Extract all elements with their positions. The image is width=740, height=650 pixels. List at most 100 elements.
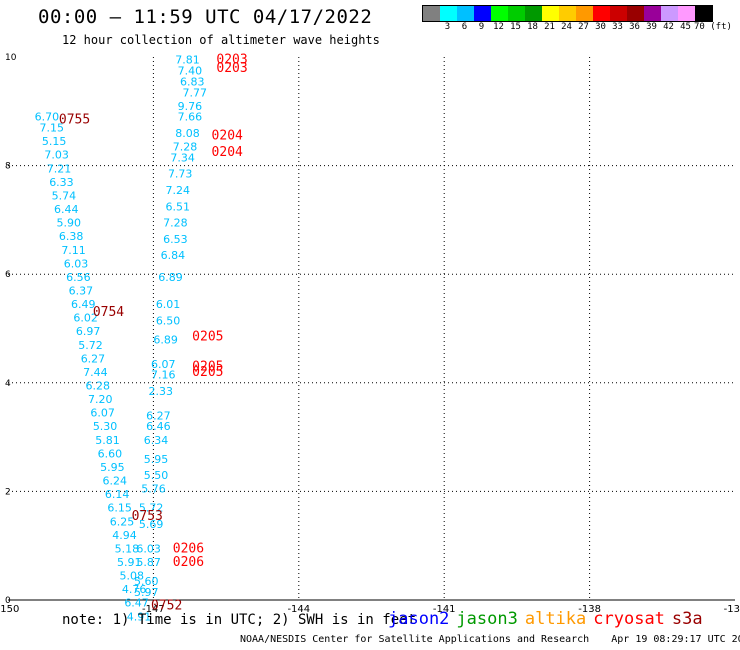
swh-data-label: 6.07: [151, 358, 176, 371]
swh-data-label: 6.44: [54, 203, 79, 216]
swh-data-label: 7.15: [40, 122, 65, 135]
swh-data-label: 6.25: [110, 515, 135, 528]
colorbar-swatch: [610, 6, 627, 21]
swh-data-label: 7.11: [61, 244, 86, 257]
swh-data-label: 5.95: [100, 461, 125, 474]
swh-data-label: 6.03: [64, 257, 88, 270]
swh-data-label: 6.34: [144, 434, 169, 447]
x-tick-label: -144: [287, 604, 310, 615]
footer: NOAA/NESDIS Center for Satellite Applica…: [240, 634, 740, 645]
colorbar-swatch: [627, 6, 644, 21]
pass-time-label: 0203: [216, 53, 247, 68]
swh-data-label: 4.91: [127, 610, 152, 623]
colorbar-swatch: [474, 6, 491, 21]
pass-time-label: 0754: [93, 305, 124, 320]
legend-entry-s3a: s3a: [671, 609, 703, 629]
swh-data-label: 6.89: [153, 333, 178, 346]
x-tick-label: -135: [724, 604, 740, 615]
swh-data-label: 5.72: [78, 339, 103, 352]
colorbar-label: 15: [510, 22, 521, 32]
y-tick-label: 2: [5, 487, 11, 497]
swh-data-label: 7.03: [44, 149, 69, 162]
colorbar-swatch: [644, 6, 661, 21]
swh-data-label: 6.27: [146, 409, 171, 422]
colorbar-swatch: [542, 6, 559, 21]
pass-time-label: 0203: [216, 61, 247, 76]
swh-data-label: 9.76: [178, 100, 203, 113]
colorbar-label: 3: [444, 22, 451, 32]
x-tick-label: -147: [142, 604, 165, 615]
colorbar-swatch: [661, 6, 678, 21]
colorbar-label: 30: [595, 22, 606, 32]
swh-data-label: 6.27: [81, 352, 106, 365]
swh-data-label: 7.77: [182, 86, 207, 99]
swh-data-label: 6.84: [161, 249, 186, 262]
y-tick-label: 10: [5, 53, 17, 63]
swh-data-label: 7.21: [47, 162, 71, 175]
swh-data-label: 6.38: [59, 230, 84, 243]
colorbar-swatch: [423, 6, 440, 21]
swh-data-label: 6.70: [35, 111, 60, 124]
chart-title: 00:00 – 11:59 UTC 04/17/2022: [38, 6, 373, 28]
swh-data-label: 5.97: [134, 586, 159, 599]
colorbar-swatch: [508, 6, 525, 21]
swh-data-label: 6.28: [86, 380, 111, 393]
swh-data-label: 7.20: [88, 393, 113, 406]
swh-data-label: 6.89: [158, 271, 183, 284]
swh-data-label: 6.51: [166, 200, 191, 213]
swh-data-label: 5.74: [52, 189, 76, 202]
swh-data-label: 6.01: [156, 298, 181, 311]
pass-time-label: 0205: [192, 330, 223, 345]
chart-subtitle: 12 hour collection of altimeter wave hei…: [62, 33, 380, 47]
swh-data-label: 5.50: [144, 469, 169, 482]
note-text: note: 1) Time is in UTC; 2) SWH is in fe…: [62, 612, 417, 628]
swh-data-label: 5.91: [117, 556, 142, 569]
swh-data-label: 5.30: [93, 420, 118, 433]
colorbar-label: 9: [478, 22, 485, 32]
y-tick-label: 8: [5, 162, 11, 172]
legend-entry-altika: altika: [524, 609, 587, 629]
legend: jason2 jason3 altika cryosat s3a: [388, 609, 710, 629]
swh-data-label: 7.34: [170, 151, 195, 164]
swh-data-label: 5.18: [115, 542, 140, 555]
swh-data-label: 7.81: [175, 54, 200, 67]
x-tick-label: -141: [433, 604, 456, 615]
swh-data-label: 5.87: [136, 556, 161, 569]
swh-data-label: 6.24: [103, 475, 128, 488]
swh-data-label: 5.60: [134, 575, 159, 588]
colorbar-label: 39: [646, 22, 657, 32]
y-tick-label: 4: [5, 379, 11, 389]
swh-data-label: 6.56: [66, 271, 91, 284]
swh-data-label: 7.28: [163, 217, 188, 230]
swh-data-label: 5.95: [144, 453, 169, 466]
swh-data-label: 6.53: [163, 233, 188, 246]
swh-data-label: 7.40: [178, 65, 203, 78]
legend-entry-jason3: jason3: [456, 609, 518, 629]
x-tick-label: -138: [578, 604, 601, 615]
swh-data-label: 7.16: [151, 369, 176, 382]
y-tick-label: 0: [5, 596, 11, 606]
pass-time-label: 0206: [173, 541, 204, 556]
colorbar-label: 45: [680, 22, 691, 32]
swh-data-label: 7.44: [83, 366, 108, 379]
colorbar-swatch: [593, 6, 610, 21]
pass-time-label: 0205: [192, 360, 223, 375]
colorbar-swatch: [559, 6, 576, 21]
colorbar-label: 12: [493, 22, 504, 32]
swh-data-label: 5.15: [42, 135, 67, 148]
swh-data-label: 8.08: [175, 127, 200, 140]
swh-data-label: 6.07: [90, 407, 115, 420]
swh-data-label: 7.24: [166, 184, 191, 197]
pass-time-label: 0205: [192, 365, 223, 380]
colorbar-swatch: [678, 6, 695, 21]
swh-data-label: 6.97: [76, 325, 101, 338]
x-tick-label: -150: [0, 604, 19, 615]
colorbar-label: 21: [544, 22, 555, 32]
colorbar: [422, 5, 713, 22]
pass-time-label: 0755: [59, 112, 90, 127]
swh-data-label: 5.69: [139, 518, 164, 531]
swh-data-label: 6.83: [180, 75, 205, 88]
swh-data-label: 7.73: [168, 168, 193, 181]
swh-data-label: 6.03: [136, 542, 161, 555]
